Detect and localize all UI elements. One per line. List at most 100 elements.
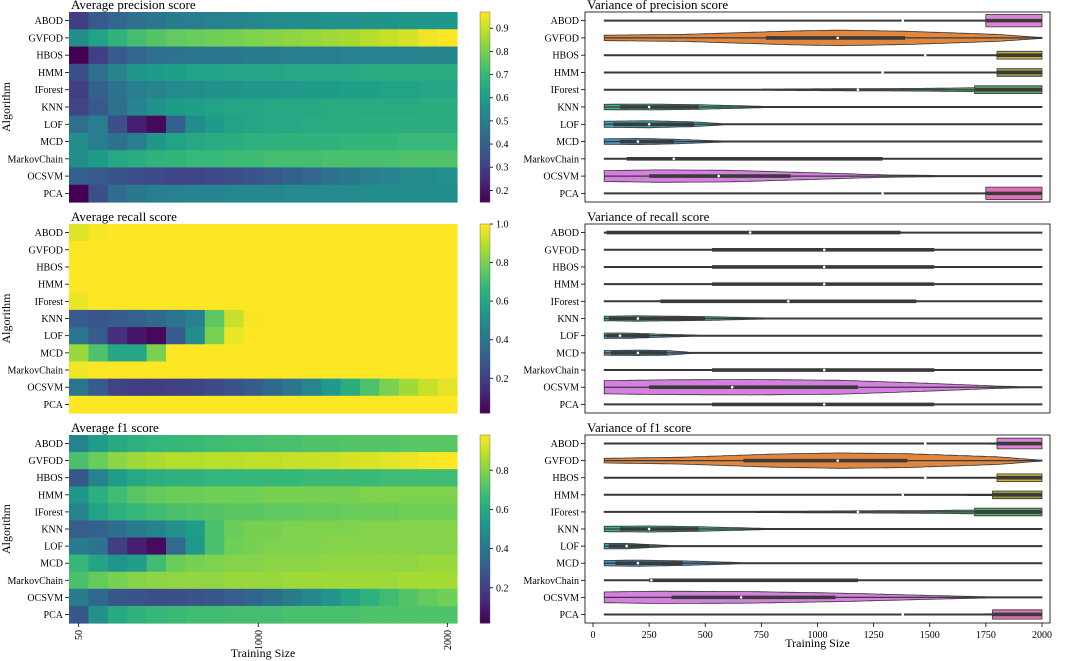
heatmap-cell bbox=[379, 588, 400, 607]
heatmap-cell bbox=[437, 554, 458, 573]
heatmap-cell bbox=[321, 452, 342, 470]
row-label: IForest bbox=[551, 85, 580, 96]
heatmap-cell bbox=[69, 378, 89, 397]
colorbar-step bbox=[480, 50, 490, 54]
violin-title: Variance of f1 score bbox=[587, 420, 692, 435]
heatmap-cell bbox=[185, 63, 206, 82]
colorbar-step bbox=[480, 81, 490, 86]
heatmap-cell bbox=[107, 435, 128, 453]
heatmap-cell bbox=[107, 520, 128, 539]
heatmap-cell bbox=[107, 554, 128, 573]
heatmap-cell bbox=[69, 469, 89, 487]
heatmap-cell bbox=[224, 588, 245, 607]
colorbar-step bbox=[480, 488, 490, 492]
heatmap-cell bbox=[69, 395, 89, 414]
heatmap-cell bbox=[340, 537, 361, 556]
heatmap-cell bbox=[398, 275, 419, 294]
heatmap-cell bbox=[321, 395, 342, 414]
heatmap-cell bbox=[301, 605, 322, 624]
heatmap-cell bbox=[263, 63, 283, 82]
heatmap-cell bbox=[398, 537, 419, 556]
heatmap-cell bbox=[127, 605, 148, 624]
heatmap-cell bbox=[379, 167, 400, 186]
row-label: PCA bbox=[44, 400, 64, 411]
heatmap-cell bbox=[166, 327, 186, 345]
heatmap-cell bbox=[88, 378, 109, 397]
heatmap-cell bbox=[360, 520, 380, 539]
violin-median bbox=[647, 527, 651, 531]
heatmap-cell bbox=[360, 184, 380, 203]
heatmap-cell bbox=[301, 98, 322, 117]
x-tick-label: 2000 bbox=[1032, 630, 1052, 641]
heatmap-cell bbox=[146, 132, 167, 151]
heatmap-cell bbox=[418, 344, 439, 363]
heatmap-cell bbox=[418, 150, 439, 169]
heatmap-cell bbox=[166, 12, 186, 30]
colorbar-tick-label: 0.4 bbox=[496, 140, 509, 151]
heatmap-cell bbox=[398, 571, 419, 590]
heatmap-cell bbox=[107, 184, 128, 203]
heatmap-cell bbox=[437, 486, 458, 504]
heatmap-cell bbox=[88, 554, 109, 573]
heatmap-cell bbox=[379, 258, 400, 277]
colorbar-step bbox=[480, 340, 490, 345]
heatmap-cell bbox=[146, 258, 167, 277]
colorbar-step bbox=[480, 236, 490, 241]
colorbar-step bbox=[480, 613, 490, 618]
heatmap-cell bbox=[321, 571, 342, 590]
heatmap-cell bbox=[107, 115, 128, 134]
heatmap-cell bbox=[301, 344, 322, 363]
heatmap-cell bbox=[437, 115, 458, 134]
heatmap-cell bbox=[204, 361, 225, 380]
heatmap-cell bbox=[107, 486, 128, 504]
row-label: MarkovChain bbox=[7, 154, 63, 165]
heatmap-cell bbox=[321, 378, 342, 397]
heatmap-cell bbox=[146, 167, 167, 186]
heatmap-cell bbox=[243, 98, 264, 117]
colorbar-step bbox=[480, 497, 490, 502]
heatmap-cell bbox=[224, 435, 245, 453]
heatmap-cell bbox=[263, 12, 283, 30]
heatmap-cell bbox=[88, 12, 109, 30]
heatmap-cell bbox=[146, 344, 167, 363]
heatmap-cell bbox=[166, 395, 186, 414]
violin-median bbox=[717, 174, 721, 178]
heatmap-cell bbox=[437, 327, 458, 345]
colorbar-step bbox=[480, 331, 490, 335]
row-label: HBOS bbox=[552, 473, 579, 484]
colorbar-step bbox=[480, 315, 490, 319]
heatmap-cell bbox=[107, 361, 128, 380]
heatmap-cell bbox=[360, 537, 380, 556]
heatmap-cell bbox=[437, 81, 458, 99]
row-label: MCD bbox=[40, 137, 63, 148]
heatmap-cell bbox=[127, 29, 148, 48]
row-label: PCA bbox=[44, 189, 64, 200]
heatmap-cell bbox=[340, 241, 361, 259]
heatmap-cell bbox=[263, 46, 283, 65]
heatmap-cell bbox=[418, 537, 439, 556]
heatmap-cell bbox=[88, 327, 109, 345]
colorbar-tick-label: 0.8 bbox=[496, 258, 509, 269]
heatmap-cell bbox=[166, 469, 186, 487]
heatmap-cell bbox=[282, 452, 303, 470]
colorbar-step bbox=[480, 607, 490, 611]
heatmap-cell bbox=[321, 63, 342, 82]
colorbar-step bbox=[480, 135, 490, 140]
row-label: KNN bbox=[557, 103, 579, 114]
colorbar-step bbox=[480, 69, 490, 73]
heatmap-cell bbox=[127, 81, 148, 99]
heatmap-cell bbox=[398, 292, 419, 311]
heatmap-cell bbox=[107, 588, 128, 607]
colorbar-tick-label: 0.9 bbox=[496, 24, 509, 35]
heatmap-cell bbox=[185, 292, 206, 311]
heatmap-cell bbox=[69, 588, 89, 607]
heatmap-cell bbox=[360, 81, 380, 99]
colorbar-step bbox=[480, 535, 490, 539]
heatmap-cell bbox=[146, 605, 167, 624]
heatmap-cell bbox=[321, 605, 342, 624]
colorbar-step bbox=[480, 160, 490, 165]
heatmap-cell bbox=[301, 150, 322, 169]
heatmap-cell bbox=[69, 167, 89, 186]
heatmap-cell bbox=[107, 98, 128, 117]
colorbar-step bbox=[480, 183, 490, 187]
